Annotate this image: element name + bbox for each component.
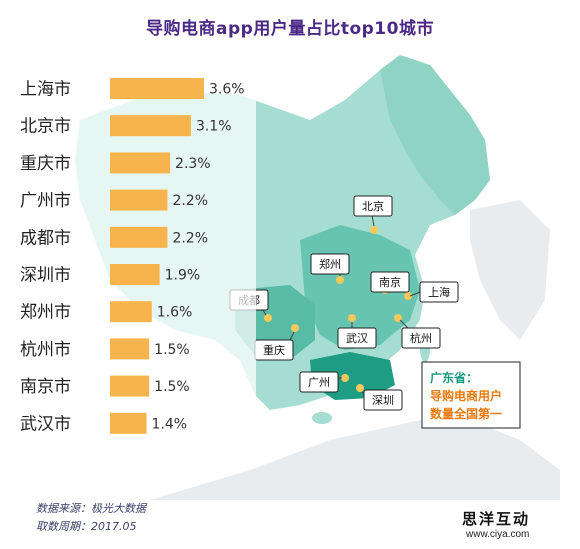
city-label-beijing: 北京 — [353, 195, 393, 217]
svg-text:杭州: 杭州 — [410, 331, 432, 345]
neighbor-land-east — [470, 200, 550, 340]
bar — [110, 189, 168, 211]
category-label: 重庆市 — [20, 154, 71, 174]
city-dot-chongqing — [291, 324, 299, 332]
value-label: 2.3% — [175, 156, 211, 172]
city-dot-zhengzhou — [336, 276, 344, 284]
callout-heading: 广东省： — [430, 370, 478, 385]
bar — [110, 152, 171, 174]
value-label: 1.5% — [154, 342, 190, 358]
city-label-zhengzhou: 郑州 — [310, 253, 350, 275]
city-dot-beijing — [370, 226, 378, 234]
category-label: 南京市 — [20, 377, 71, 397]
svg-text:上海: 上海 — [428, 285, 450, 299]
category-label: 武汉市 — [20, 414, 71, 434]
brand-name: 思洋互动 — [462, 510, 531, 528]
north-east-region — [380, 55, 490, 215]
hainan — [312, 412, 332, 424]
svg-text:武汉: 武汉 — [346, 332, 368, 345]
city-dot-wuhan — [348, 314, 356, 322]
city-dot-guangzhou — [341, 374, 349, 382]
value-label: 1.4% — [152, 416, 188, 432]
svg-text:郑州: 郑州 — [319, 257, 341, 271]
city-label-guangzhou: 广州 — [299, 371, 339, 393]
data-source: 数据来源：极光大数据 — [36, 502, 146, 515]
svg-text:广州: 广州 — [308, 376, 330, 389]
data-period: 取数周期：2017.05 — [36, 520, 137, 533]
bar — [110, 375, 150, 397]
bar — [110, 115, 191, 137]
city-dot-shanghai — [404, 292, 412, 300]
city-label-wuhan: 武汉 — [337, 327, 377, 349]
category-label: 成都市 — [20, 228, 71, 248]
value-label: 3.6% — [209, 82, 245, 98]
category-label: 郑州市 — [20, 303, 71, 323]
category-label: 杭州市 — [20, 340, 71, 360]
city-label-hangzhou: 杭州 — [401, 327, 441, 349]
value-label: 3.1% — [196, 119, 232, 135]
brand-url: www.ciya.com — [466, 529, 530, 540]
bar — [110, 301, 152, 323]
chart-title: 导购电商app用户量占比top10城市 — [146, 19, 434, 39]
callout-line1: 导购电商用户 — [430, 388, 502, 403]
neighbor-land — [150, 420, 560, 500]
value-label: 2.2% — [172, 230, 208, 246]
category-label: 北京市 — [20, 117, 71, 137]
bar — [110, 338, 150, 360]
bar — [110, 78, 204, 99]
svg-text:重庆: 重庆 — [263, 343, 285, 357]
category-label: 上海市 — [20, 80, 71, 100]
city-dot-chengdu — [264, 314, 272, 322]
value-label: 1.5% — [154, 379, 190, 395]
city-label-shenzhen: 深圳 — [363, 389, 403, 411]
callout-line2: 数量全国第一 — [430, 406, 502, 421]
svg-text:深圳: 深圳 — [372, 394, 394, 407]
city-label-chongqing: 重庆 — [254, 339, 294, 361]
svg-text:南京: 南京 — [379, 275, 401, 289]
bar — [110, 226, 168, 248]
city-dot-shenzhen — [356, 384, 364, 392]
category-label: 广州市 — [20, 191, 71, 211]
category-label: 深圳市 — [20, 266, 71, 286]
city-label-nanjing: 南京 — [370, 271, 410, 293]
guangdong-callout: 广东省： 导购电商用户 数量全国第一 — [421, 361, 521, 429]
value-label: 2.2% — [172, 193, 208, 209]
bar — [110, 264, 160, 285]
bar — [110, 412, 147, 434]
city-label-shanghai: 上海 — [419, 281, 459, 303]
value-label: 1.6% — [157, 305, 193, 321]
svg-text:北京: 北京 — [362, 199, 384, 213]
value-label: 1.9% — [165, 268, 201, 284]
